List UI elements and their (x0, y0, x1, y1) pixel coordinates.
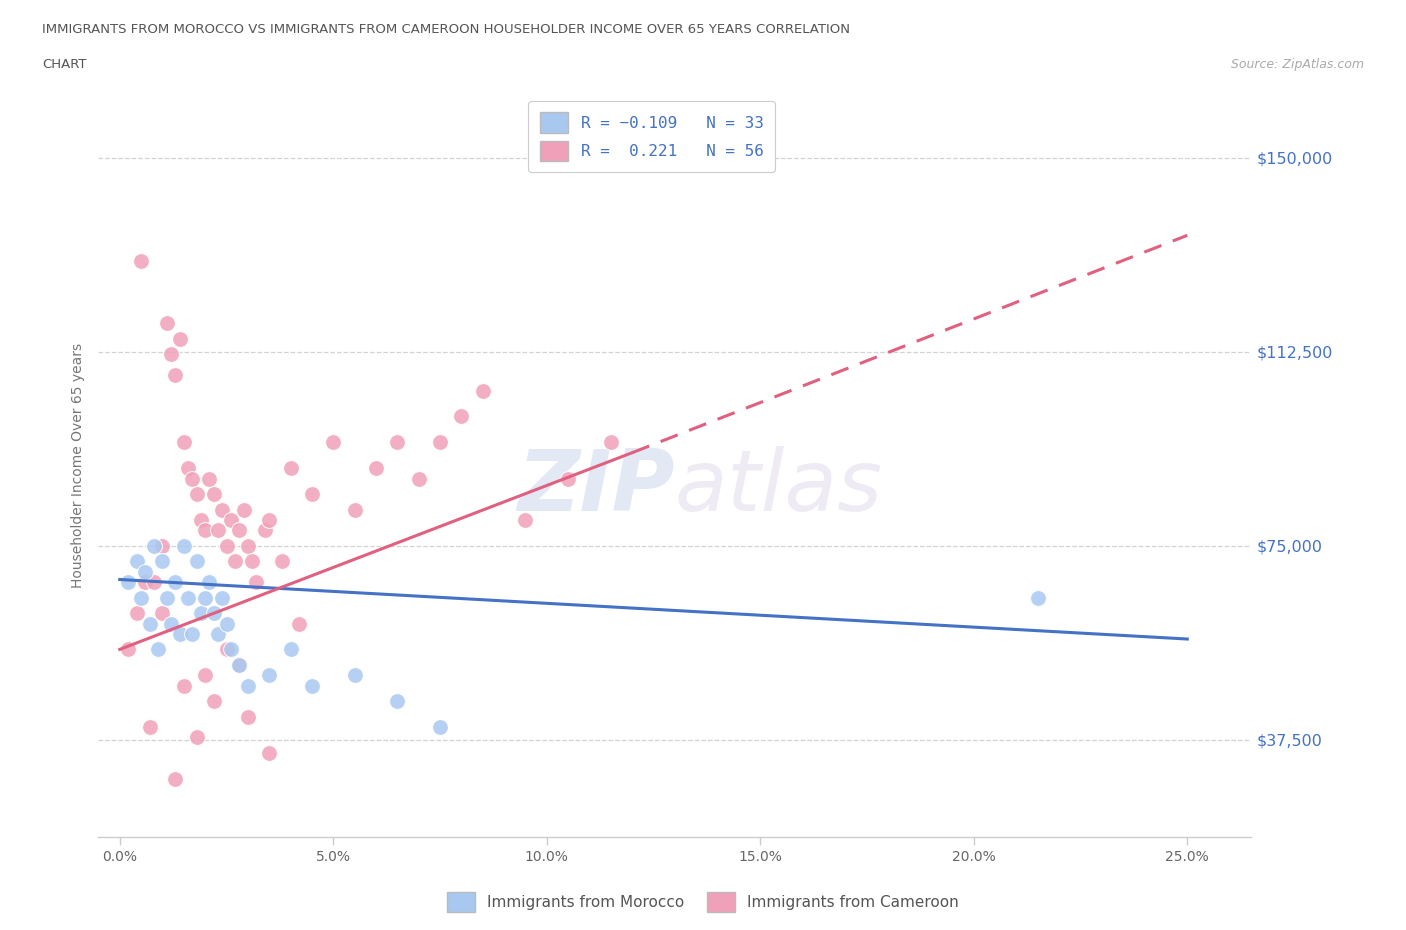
Point (156, 591, 179, 605)
Y-axis label: Householder Income Over 65 years: Householder Income Over 65 years (72, 342, 86, 588)
Legend: R = −0.109   N = 33, R =  0.221   N = 56: R = −0.109 N = 33, R = 0.221 N = 56 (529, 101, 775, 172)
Point (215, 642, 238, 657)
Point (148, 642, 170, 657)
Point (173, 538, 195, 553)
Text: IMMIGRANTS FROM MOROCCO VS IMMIGRANTS FROM CAMEROON HOUSEHOLDER INCOME OVER 65 Y: IMMIGRANTS FROM MOROCCO VS IMMIGRANTS FR… (42, 23, 851, 36)
Point (301, 678, 323, 693)
Point (257, 512, 280, 527)
Point (125, 554, 148, 569)
Point (125, 605, 148, 620)
Point (181, 472, 204, 486)
Point (599, 435, 621, 450)
Point (194, 668, 217, 683)
Point (173, 678, 195, 693)
Point (207, 627, 229, 642)
Point (429, 435, 451, 450)
Point (202, 694, 225, 709)
Point (160, 616, 183, 631)
Point (228, 658, 250, 672)
Point (152, 554, 174, 569)
Point (429, 720, 451, 735)
Point (236, 538, 259, 553)
Point (202, 605, 225, 620)
Point (186, 554, 208, 569)
Point (450, 409, 472, 424)
Point (557, 472, 579, 486)
Point (215, 616, 238, 631)
Point (236, 710, 259, 724)
Point (169, 627, 191, 642)
Point (408, 472, 430, 486)
Point (190, 605, 212, 620)
Point (215, 538, 238, 553)
Point (152, 538, 174, 553)
Point (471, 383, 494, 398)
Point (219, 642, 242, 657)
Point (1026, 591, 1049, 605)
Point (228, 523, 250, 538)
Point (224, 554, 246, 569)
Point (165, 771, 187, 786)
Point (152, 605, 174, 620)
Point (177, 591, 200, 605)
Point (253, 523, 276, 538)
Point (228, 658, 250, 672)
Text: Source: ZipAtlas.com: Source: ZipAtlas.com (1230, 58, 1364, 71)
Legend: Immigrants from Morocco, Immigrants from Cameroon: Immigrants from Morocco, Immigrants from… (441, 886, 965, 918)
Point (117, 642, 139, 657)
Point (280, 642, 302, 657)
Point (142, 538, 165, 553)
Text: atlas: atlas (675, 445, 883, 529)
Point (134, 565, 156, 579)
Point (129, 591, 152, 605)
Point (288, 616, 311, 631)
Point (280, 460, 302, 475)
Text: CHART: CHART (42, 58, 87, 71)
Point (387, 694, 409, 709)
Point (186, 486, 208, 501)
Point (117, 575, 139, 590)
Point (194, 523, 217, 538)
Point (301, 486, 323, 501)
Point (138, 720, 160, 735)
Point (322, 435, 344, 450)
Point (142, 575, 165, 590)
Point (190, 512, 212, 527)
Text: ZIP: ZIP (517, 445, 675, 529)
Point (364, 460, 387, 475)
Point (211, 591, 233, 605)
Point (271, 554, 294, 569)
Point (257, 668, 280, 683)
Point (207, 523, 229, 538)
Point (129, 254, 152, 269)
Point (245, 575, 267, 590)
Point (194, 591, 217, 605)
Point (232, 502, 254, 517)
Point (211, 502, 233, 517)
Point (198, 575, 221, 590)
Point (202, 486, 225, 501)
Point (257, 746, 280, 761)
Point (387, 435, 409, 450)
Point (219, 512, 242, 527)
Point (169, 331, 191, 346)
Point (173, 435, 195, 450)
Point (236, 678, 259, 693)
Point (198, 472, 221, 486)
Point (343, 502, 366, 517)
Point (181, 627, 204, 642)
Point (160, 347, 183, 362)
Point (186, 730, 208, 745)
Point (134, 575, 156, 590)
Point (343, 668, 366, 683)
Point (138, 616, 160, 631)
Point (165, 367, 187, 382)
Point (177, 460, 200, 475)
Point (515, 512, 537, 527)
Point (156, 316, 179, 331)
Point (240, 554, 263, 569)
Point (165, 575, 187, 590)
